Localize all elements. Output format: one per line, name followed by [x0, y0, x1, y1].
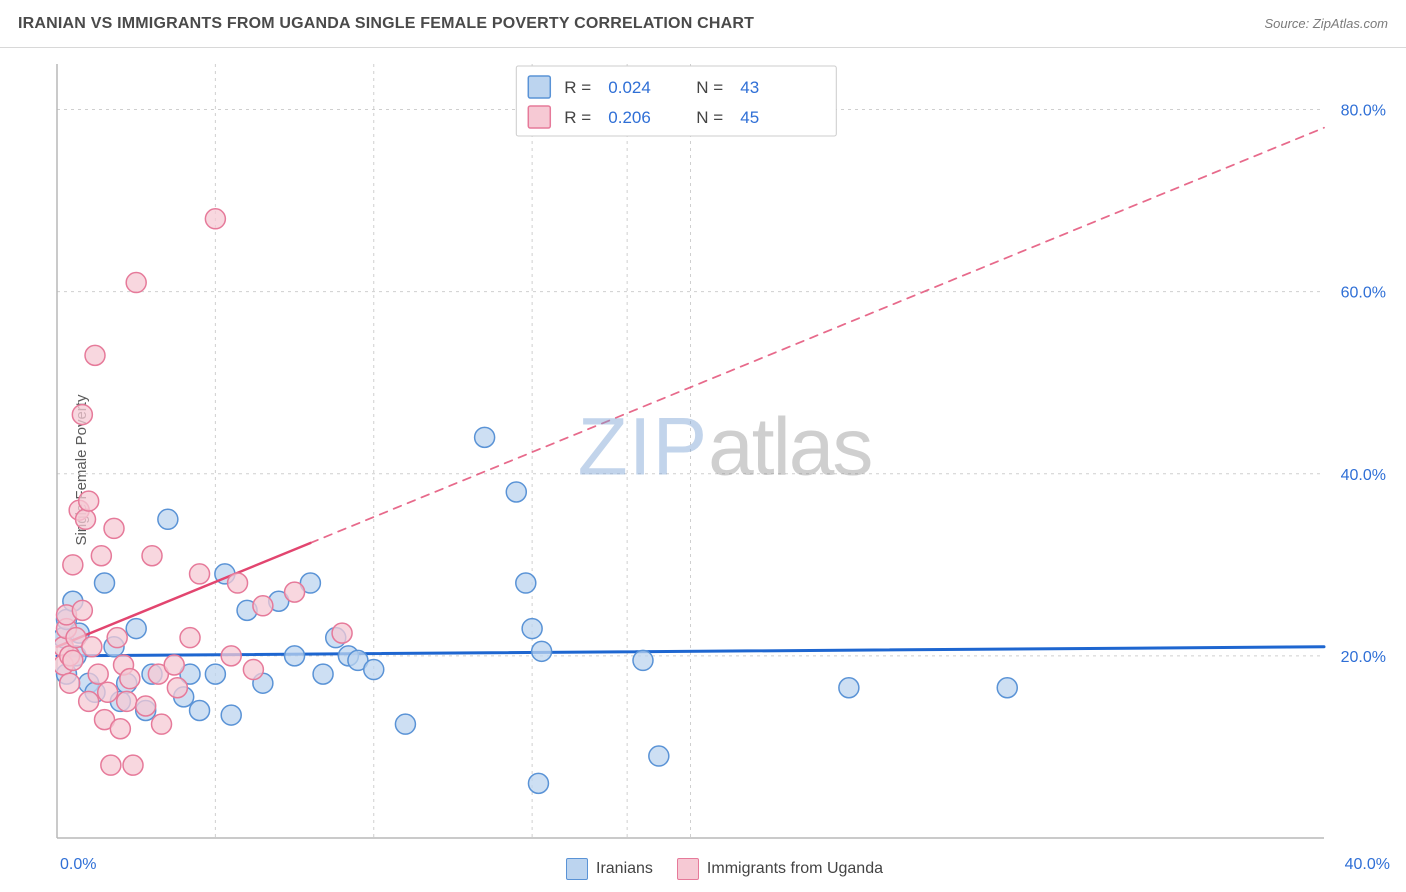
bottom-legend: Iranians Immigrants from Uganda: [55, 852, 1394, 886]
title-bar: IRANIAN VS IMMIGRANTS FROM UGANDA SINGLE…: [0, 0, 1406, 48]
svg-text:R =: R =: [564, 78, 591, 97]
legend-swatch-uganda: [677, 858, 699, 880]
legend-label-uganda: Immigrants from Uganda: [707, 860, 883, 878]
svg-text:45: 45: [740, 108, 759, 127]
svg-text:80.0%: 80.0%: [1341, 103, 1386, 120]
plot-area: Single Female Poverty 20.0%40.0%60.0%80.…: [0, 48, 1406, 892]
legend-item-iranians: Iranians: [566, 858, 653, 880]
chart-svg: 20.0% 40.0% 60.0% 80.0% R = 0.024 N = 43 R = 0.20…: [55, 60, 1394, 844]
svg-text:60.0%: 60.0%: [1341, 285, 1386, 302]
legend-label-iranians: Iranians: [596, 860, 653, 878]
svg-text:N =: N =: [696, 108, 723, 127]
svg-text:N =: N =: [696, 78, 723, 97]
svg-text:43: 43: [740, 78, 759, 97]
svg-text:R =: R =: [564, 108, 591, 127]
svg-text:40.0%: 40.0%: [1341, 467, 1386, 484]
chart-title: IRANIAN VS IMMIGRANTS FROM UGANDA SINGLE…: [18, 15, 754, 33]
svg-text:0.024: 0.024: [608, 78, 651, 97]
svg-text:20.0%: 20.0%: [1341, 649, 1386, 666]
legend-item-uganda: Immigrants from Uganda: [677, 858, 883, 880]
scatter-plot: 20.0% 40.0% 60.0% 80.0% R = 0.024 N = 43 R = 0.20…: [55, 60, 1394, 844]
source-label: Source: ZipAtlas.com: [1264, 16, 1388, 31]
legend-swatch-iranians: [566, 858, 588, 880]
svg-text:0.206: 0.206: [608, 108, 651, 127]
